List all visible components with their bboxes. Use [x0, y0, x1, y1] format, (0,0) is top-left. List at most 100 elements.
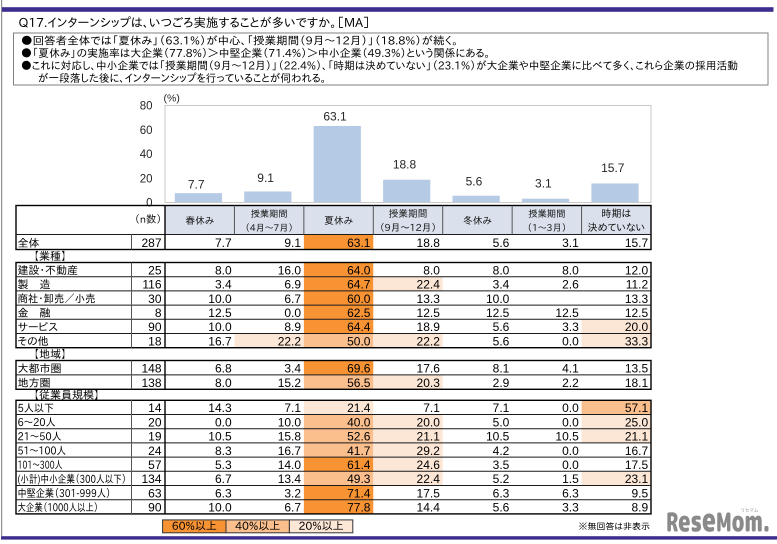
svg-text:18: 18	[148, 334, 162, 348]
svg-text:25: 25	[148, 263, 162, 277]
svg-text:116: 116	[142, 278, 161, 292]
svg-text:22.4: 22.4	[417, 472, 441, 486]
svg-text:15.7: 15.7	[601, 161, 625, 175]
svg-text:64.4: 64.4	[347, 320, 371, 334]
svg-text:18.9: 18.9	[417, 320, 441, 334]
svg-text:0.0: 0.0	[562, 444, 579, 458]
svg-text:12.5: 12.5	[417, 306, 441, 320]
svg-text:62.5: 62.5	[347, 306, 371, 320]
svg-text:63: 63	[148, 486, 162, 500]
svg-text:40: 40	[140, 149, 153, 161]
svg-text:15.7: 15.7	[625, 236, 649, 250]
svg-text:13.4: 13.4	[278, 472, 302, 486]
svg-text:14: 14	[148, 401, 162, 415]
svg-text:90: 90	[148, 501, 162, 515]
svg-text:5.2: 5.2	[493, 472, 510, 486]
svg-text:4.1: 4.1	[562, 362, 579, 376]
svg-text:19: 19	[148, 430, 162, 444]
svg-text:29.2: 29.2	[417, 444, 441, 458]
svg-text:50.0: 50.0	[347, 334, 371, 348]
svg-text:8.0: 8.0	[562, 263, 579, 277]
svg-text:8.1: 8.1	[493, 362, 510, 376]
svg-text:22.4: 22.4	[417, 278, 441, 292]
svg-text:16.7: 16.7	[208, 334, 232, 348]
svg-text:18.8: 18.8	[393, 158, 417, 172]
svg-text:60: 60	[140, 125, 153, 137]
svg-text:5.6: 5.6	[493, 501, 510, 515]
svg-text:56.5: 56.5	[347, 376, 371, 390]
svg-text:10.0: 10.0	[208, 292, 232, 306]
svg-text:12.5: 12.5	[208, 306, 232, 320]
svg-text:25.0: 25.0	[625, 415, 649, 429]
svg-text:13.5: 13.5	[625, 362, 649, 376]
svg-text:5.6: 5.6	[466, 174, 483, 188]
svg-text:10.5: 10.5	[555, 430, 579, 444]
svg-text:3.1: 3.1	[535, 176, 552, 190]
svg-text:18.1: 18.1	[625, 376, 649, 390]
svg-text:0.0: 0.0	[284, 306, 301, 320]
svg-text:24.6: 24.6	[417, 458, 441, 472]
svg-text:2.9: 2.9	[493, 376, 510, 390]
svg-text:0.0: 0.0	[562, 458, 579, 472]
svg-text:6.7: 6.7	[284, 292, 301, 306]
svg-text:13.3: 13.3	[625, 292, 649, 306]
svg-text:49.3: 49.3	[347, 472, 371, 486]
svg-text:13.3: 13.3	[417, 292, 441, 306]
svg-text:3.4: 3.4	[215, 278, 232, 292]
svg-text:21.4: 21.4	[347, 401, 371, 415]
svg-text:5.0: 5.0	[493, 415, 510, 429]
svg-text:9.1: 9.1	[284, 236, 301, 250]
svg-text:12.5: 12.5	[625, 306, 649, 320]
svg-text:18.8: 18.8	[417, 236, 441, 250]
svg-text:8.0: 8.0	[215, 263, 232, 277]
svg-text:3.4: 3.4	[493, 278, 510, 292]
svg-text:7.1: 7.1	[493, 401, 510, 415]
svg-text:5.6: 5.6	[493, 236, 510, 250]
svg-text:5.6: 5.6	[493, 334, 510, 348]
svg-text:15.2: 15.2	[278, 376, 302, 390]
svg-text:17.5: 17.5	[417, 486, 441, 500]
svg-text:3.2: 3.2	[284, 486, 301, 500]
svg-text:10.5: 10.5	[486, 430, 510, 444]
svg-text:23.1: 23.1	[625, 472, 649, 486]
svg-text:6.7: 6.7	[284, 501, 301, 515]
svg-text:8.3: 8.3	[215, 444, 232, 458]
svg-text:60.0: 60.0	[347, 292, 371, 306]
svg-text:20.0: 20.0	[417, 415, 441, 429]
svg-text:16.7: 16.7	[278, 444, 302, 458]
svg-text:2.6: 2.6	[562, 278, 579, 292]
svg-text:9.5: 9.5	[632, 486, 649, 500]
svg-text:9.1: 9.1	[257, 171, 274, 185]
svg-text:22.2: 22.2	[417, 334, 441, 348]
svg-text:20: 20	[140, 173, 153, 185]
svg-text:8.0: 8.0	[423, 263, 440, 277]
svg-text:20.0: 20.0	[625, 320, 649, 334]
svg-text:30: 30	[148, 292, 162, 306]
svg-text:16.7: 16.7	[625, 444, 649, 458]
svg-text:7.7: 7.7	[215, 236, 232, 250]
svg-text:3.3: 3.3	[562, 320, 579, 334]
svg-text:12.5: 12.5	[555, 306, 579, 320]
svg-text:69.6: 69.6	[347, 362, 371, 376]
svg-text:8.9: 8.9	[284, 320, 301, 334]
svg-text:7.1: 7.1	[284, 401, 301, 415]
svg-text:7.7: 7.7	[188, 177, 205, 191]
svg-text:3.1: 3.1	[562, 236, 579, 250]
svg-text:64.7: 64.7	[347, 278, 371, 292]
svg-text:12.5: 12.5	[486, 306, 510, 320]
svg-text:0: 0	[146, 198, 152, 210]
svg-text:6.9: 6.9	[284, 278, 301, 292]
svg-text:10.5: 10.5	[208, 430, 232, 444]
svg-text:16.0: 16.0	[278, 263, 302, 277]
svg-text:4.2: 4.2	[493, 444, 510, 458]
svg-text:3.4: 3.4	[284, 362, 301, 376]
svg-text:8.0: 8.0	[493, 263, 510, 277]
svg-text:287: 287	[141, 236, 161, 250]
svg-text:2.2: 2.2	[562, 376, 579, 390]
svg-text:6.7: 6.7	[215, 472, 232, 486]
svg-text:20.3: 20.3	[417, 376, 441, 390]
svg-text:57.1: 57.1	[625, 401, 649, 415]
svg-text:52.6: 52.6	[347, 430, 371, 444]
svg-text:21.1: 21.1	[625, 430, 649, 444]
svg-text:6.3: 6.3	[493, 486, 510, 500]
